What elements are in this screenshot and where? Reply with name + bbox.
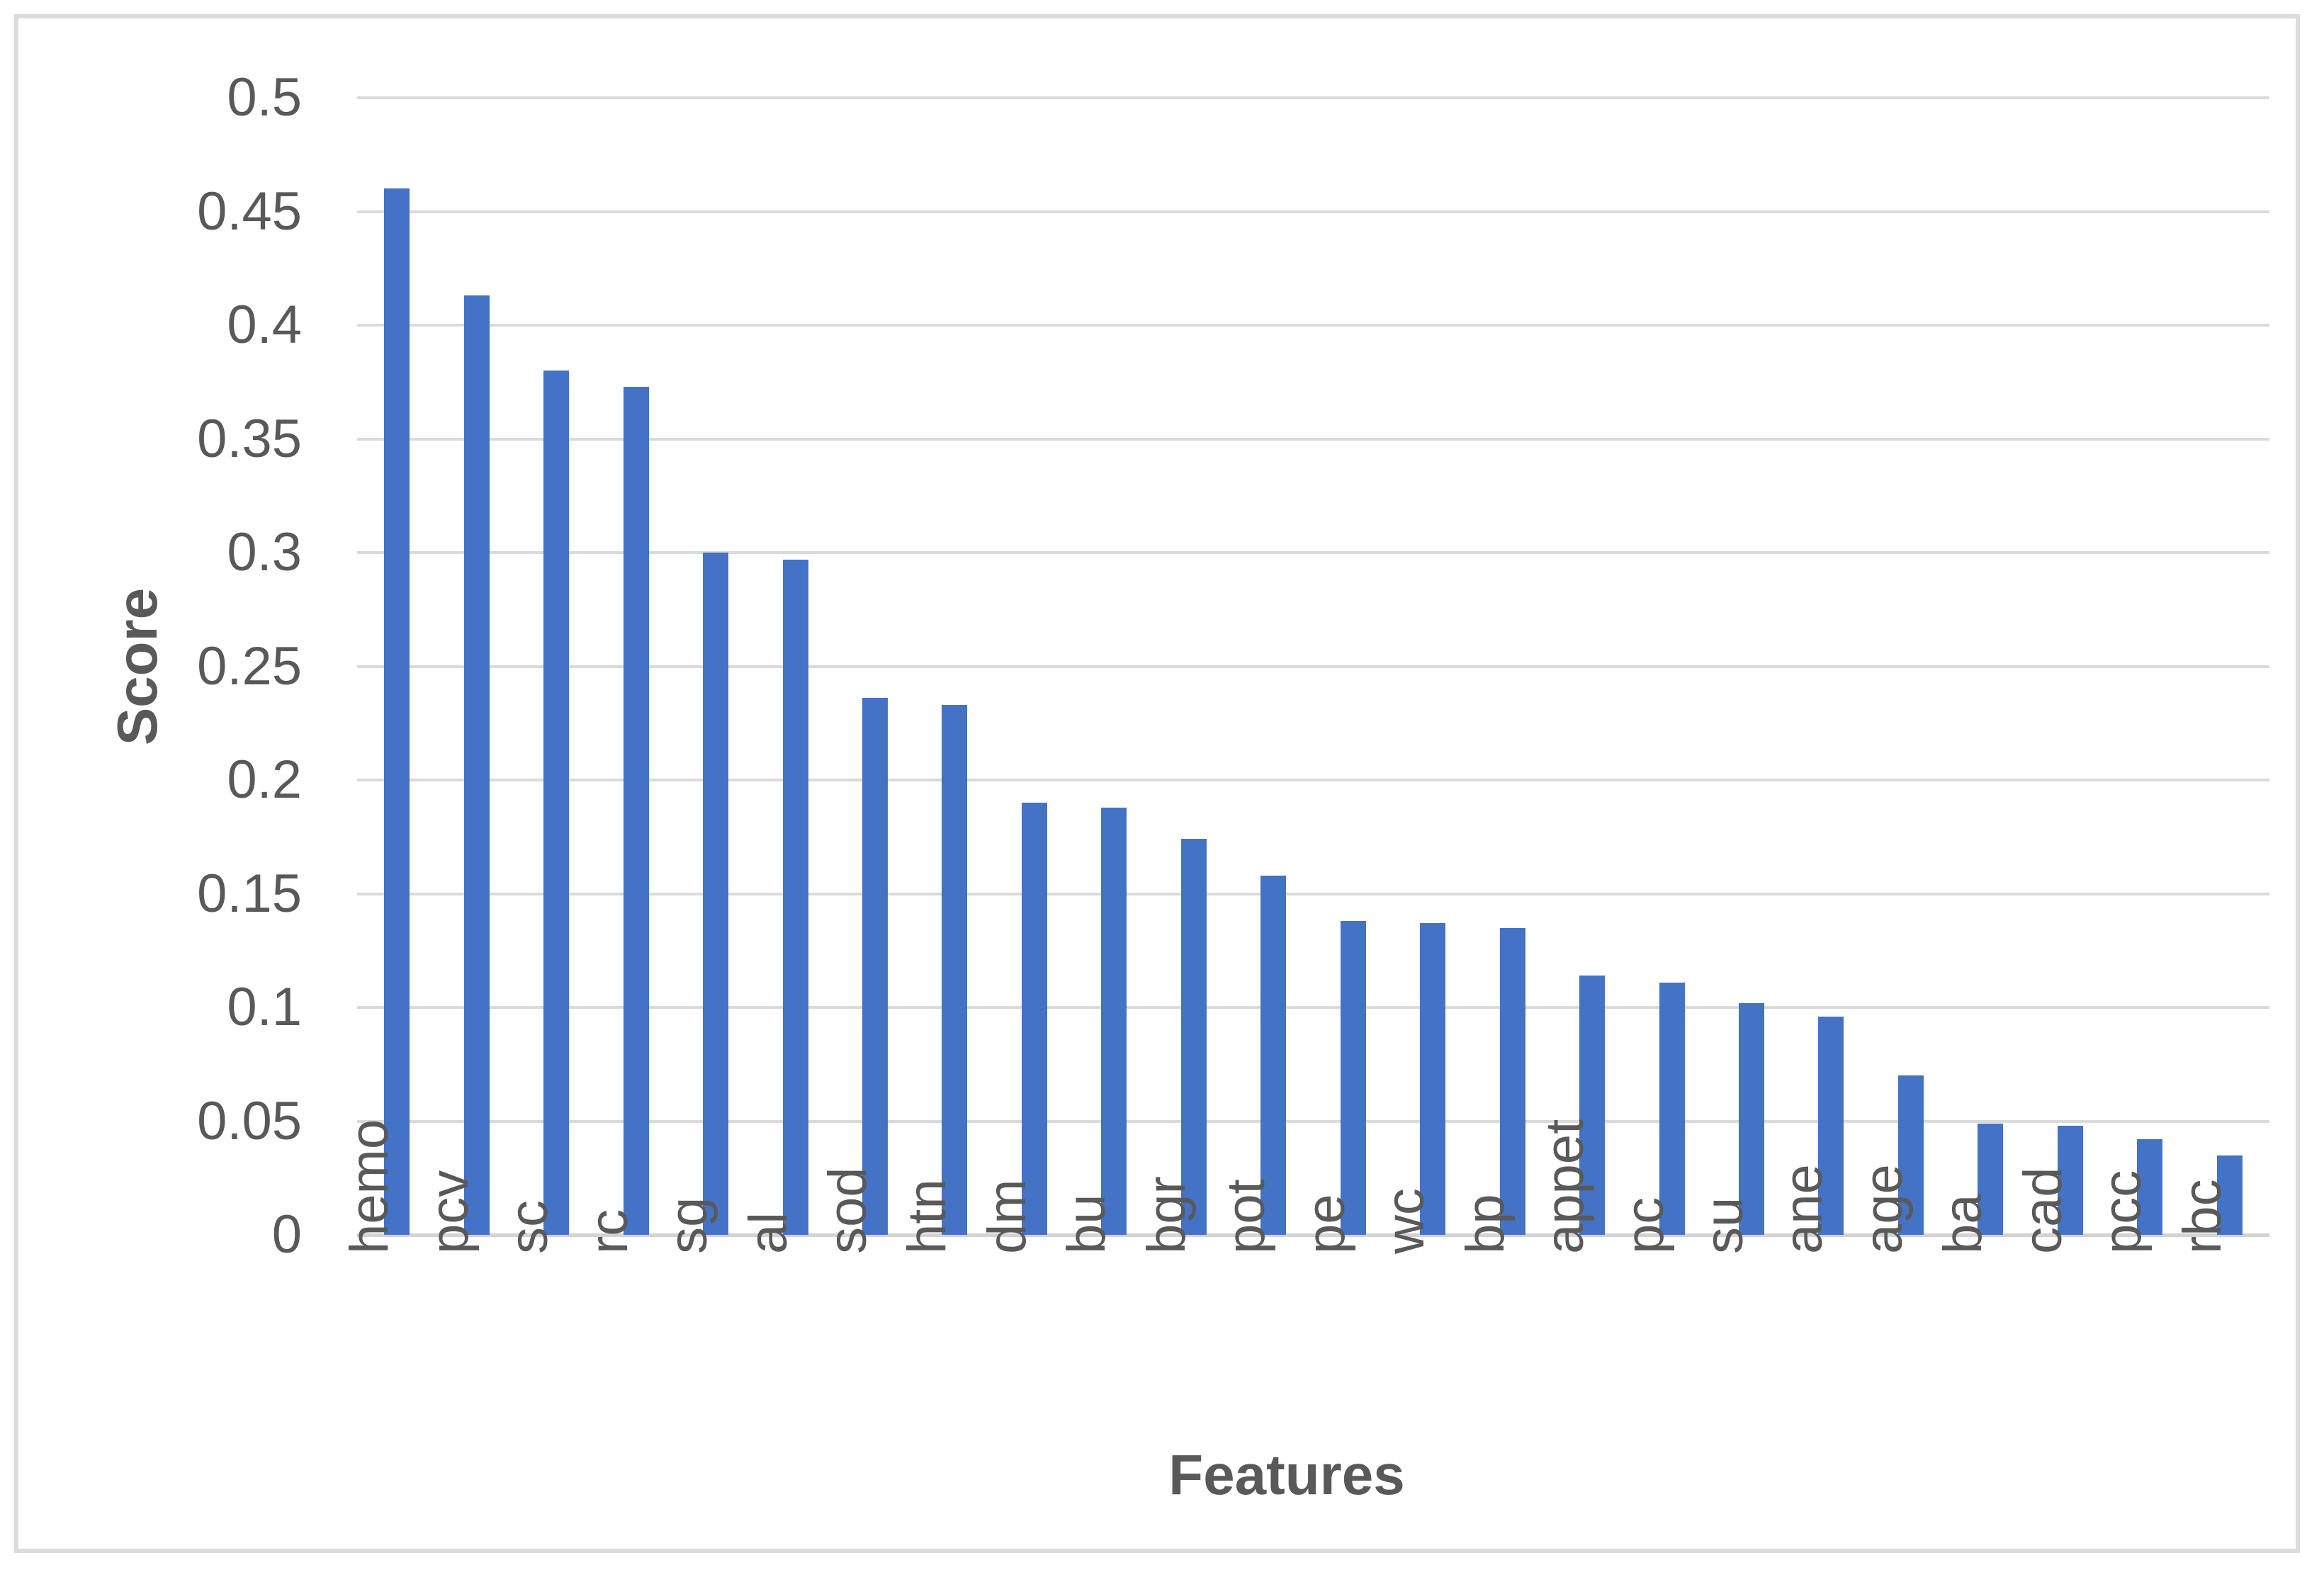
x-tick-label: rc bbox=[578, 1209, 639, 1254]
y-axis-title: Score bbox=[106, 587, 169, 746]
x-tick-label: sod bbox=[817, 1167, 878, 1254]
bar-cad bbox=[2057, 1125, 2083, 1235]
y-tick-label: 0.15 bbox=[197, 863, 302, 924]
y-axis-tick-labels: 0 0.05 0.1 0.15 0.2 0.25 0.3 0.35 0.4 0.45 0.5 bbox=[18, 71, 302, 1262]
bar-al bbox=[782, 559, 808, 1235]
bar-pe bbox=[1340, 921, 1366, 1235]
bar-htn bbox=[942, 705, 968, 1235]
y-tick-label: 0.45 bbox=[197, 181, 302, 242]
gridline bbox=[357, 892, 2269, 895]
bar-bgr bbox=[1180, 839, 1207, 1235]
x-tick-label: sg bbox=[658, 1197, 719, 1254]
bar-bu bbox=[1101, 807, 1127, 1235]
bar-su bbox=[1739, 1002, 1765, 1235]
gridline bbox=[357, 779, 2269, 781]
bar-hemo bbox=[384, 188, 410, 1235]
x-tick-label: ba bbox=[1933, 1194, 1994, 1254]
x-tick-label: al bbox=[738, 1211, 799, 1254]
y-tick-label: 0.25 bbox=[197, 635, 302, 696]
bar-pot bbox=[1260, 875, 1287, 1235]
bar-dm bbox=[1021, 803, 1047, 1235]
bar-ba bbox=[1978, 1123, 2004, 1235]
bar-appet bbox=[1579, 976, 1606, 1235]
gridline bbox=[357, 437, 2269, 441]
x-tick-label: appet bbox=[1535, 1119, 1596, 1254]
x-tick-label: wc bbox=[1375, 1188, 1436, 1254]
x-tick-label: su bbox=[1694, 1197, 1755, 1254]
y-tick-label: 0.4 bbox=[227, 295, 302, 355]
chart-frame: 0 0.05 0.1 0.15 0.2 0.25 0.3 0.35 0.4 0.45 0.5 hem… bbox=[14, 14, 2300, 1553]
bar-sc bbox=[543, 371, 570, 1235]
x-tick-label: bu bbox=[1056, 1194, 1117, 1254]
x-tick-label: pcc bbox=[2092, 1170, 2153, 1254]
y-tick-label: 0.3 bbox=[227, 522, 302, 582]
bar-ane bbox=[1818, 1016, 1844, 1235]
gridline bbox=[357, 96, 2269, 99]
x-tick-label: bp bbox=[1455, 1194, 1516, 1254]
x-axis-line bbox=[357, 1233, 2269, 1237]
x-tick-label: pe bbox=[1295, 1194, 1356, 1254]
gridline bbox=[357, 1119, 2269, 1123]
x-tick-label: htn bbox=[897, 1179, 958, 1254]
x-axis-tick-labels: hemo pcv sc rc sg al sod htn dm bu bgr pot pe wc bp app… bbox=[339, 1119, 2269, 1551]
plot-area bbox=[357, 96, 2269, 1237]
x-tick-label: ane bbox=[1773, 1164, 1834, 1254]
bar-sod bbox=[862, 698, 888, 1235]
y-tick-label: 0.5 bbox=[227, 67, 302, 128]
bar-pcc bbox=[2137, 1139, 2163, 1235]
y-tick-label: 0.35 bbox=[197, 408, 302, 469]
gridline bbox=[357, 665, 2269, 668]
bar-rbc bbox=[2216, 1155, 2243, 1235]
x-axis-title: Features bbox=[1168, 1443, 1405, 1506]
bar-bp bbox=[1499, 927, 1525, 1235]
bar-age bbox=[1897, 1075, 1924, 1235]
x-tick-label: age bbox=[1853, 1164, 1914, 1254]
bar-rc bbox=[623, 386, 649, 1235]
y-tick-label: 0 bbox=[271, 1204, 302, 1265]
y-tick-label: 0.1 bbox=[227, 977, 302, 1037]
x-tick-label: dm bbox=[976, 1179, 1037, 1254]
gridline bbox=[357, 551, 2269, 554]
gridline bbox=[357, 210, 2269, 213]
y-tick-label: 0.2 bbox=[227, 750, 302, 810]
x-tick-label: cad bbox=[2012, 1167, 2073, 1254]
x-tick-label: bgr bbox=[1136, 1176, 1197, 1254]
x-tick-label: rbc bbox=[2172, 1179, 2233, 1254]
bar-pc bbox=[1659, 982, 1685, 1235]
y-tick-label: 0.05 bbox=[197, 1090, 302, 1151]
bar-wc bbox=[1420, 923, 1446, 1235]
x-tick-label: hemo bbox=[339, 1119, 400, 1254]
bar-pcv bbox=[463, 295, 490, 1235]
x-tick-label: pcv bbox=[419, 1170, 480, 1254]
x-tick-label: pc bbox=[1614, 1197, 1675, 1254]
bar-sg bbox=[703, 553, 729, 1235]
gridline bbox=[357, 324, 2269, 327]
x-tick-label: pot bbox=[1216, 1179, 1277, 1254]
gridline bbox=[357, 1006, 2269, 1009]
x-tick-label: sc bbox=[499, 1200, 560, 1254]
